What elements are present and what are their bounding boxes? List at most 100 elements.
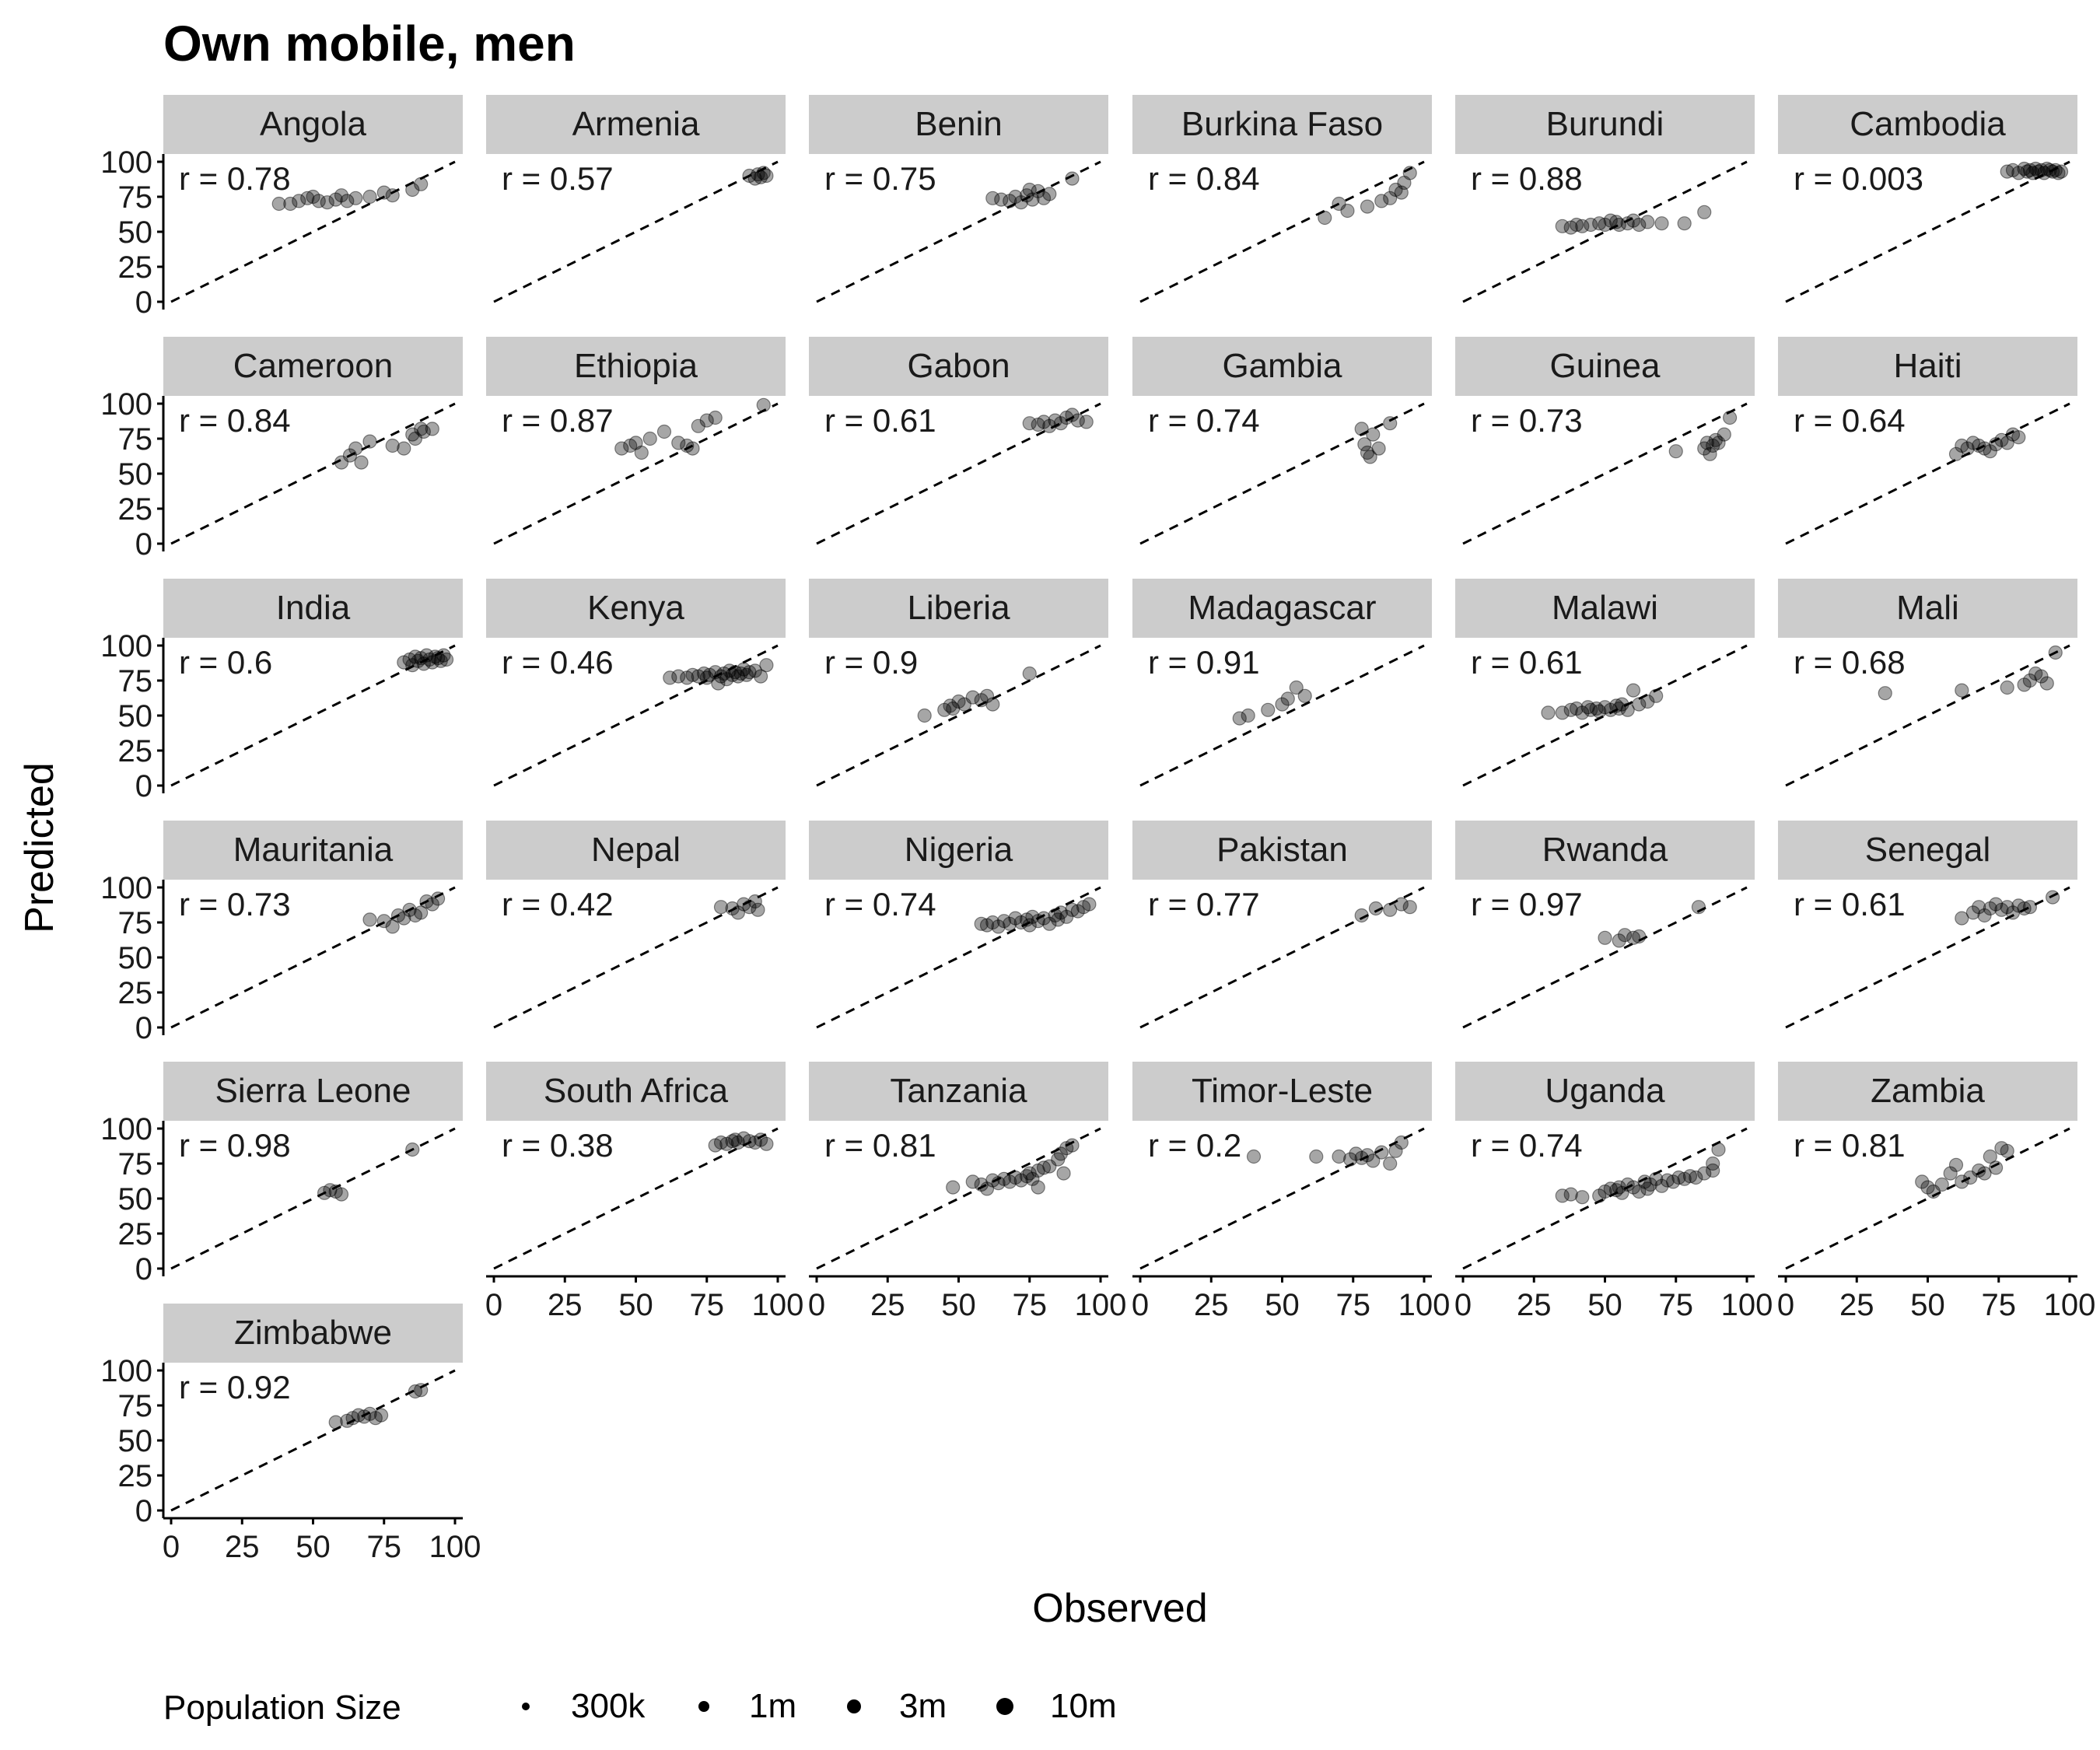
- data-point: [957, 697, 971, 712]
- data-point: [1042, 187, 1057, 201]
- data-point: [1723, 410, 1738, 425]
- data-point: [628, 436, 643, 450]
- data-point: [1609, 698, 1624, 713]
- data-point: [680, 670, 695, 685]
- data-point: [1082, 897, 1097, 912]
- x-tick-label: 75: [1013, 1288, 1048, 1322]
- data-point: [713, 669, 729, 684]
- data-point: [663, 670, 677, 685]
- data-point: [756, 397, 771, 412]
- data-point: [1019, 912, 1034, 927]
- data-point: [1983, 901, 1997, 916]
- data-point: [2034, 669, 2049, 684]
- data-point: [1640, 215, 1655, 229]
- data-point: [728, 1132, 743, 1147]
- correlation-label: r = 0.003: [1794, 160, 1923, 197]
- data-point: [1031, 417, 1045, 432]
- data-point: [1963, 1170, 1978, 1185]
- strip-label: Senegal: [1865, 831, 1990, 869]
- data-point: [1689, 1170, 1703, 1185]
- data-point: [1668, 444, 1683, 459]
- correlation-label: r = 0.98: [179, 1127, 291, 1164]
- data-point: [1660, 1173, 1675, 1188]
- data-point: [1972, 438, 1986, 453]
- strip-label: South Africa: [544, 1072, 729, 1110]
- data-point: [1965, 436, 1980, 450]
- data-point: [1349, 1146, 1363, 1161]
- data-point: [1555, 219, 1570, 233]
- reference-line: [170, 1127, 456, 1270]
- data-point: [1042, 916, 1057, 931]
- x-tick-label: 100: [1398, 1288, 1451, 1322]
- data-point: [1632, 697, 1647, 712]
- y-tick-label: 75: [118, 1147, 153, 1181]
- correlation-label: r = 0.92: [179, 1369, 291, 1405]
- data-point: [430, 651, 446, 666]
- reference-line: [170, 644, 456, 787]
- data-point: [1603, 213, 1618, 228]
- data-point: [1706, 1163, 1720, 1178]
- data-point: [1354, 908, 1369, 923]
- data-point: [408, 431, 423, 446]
- strip-background: [163, 337, 463, 396]
- data-point: [1649, 1171, 1664, 1186]
- data-point: [1926, 1184, 1941, 1199]
- data-point: [1388, 182, 1403, 198]
- data-point: [1711, 436, 1726, 450]
- data-point: [306, 189, 320, 205]
- data-point: [2017, 677, 2032, 692]
- data-point: [946, 1180, 961, 1195]
- x-tick-label: 0: [1777, 1288, 1794, 1322]
- data-point: [1053, 905, 1069, 920]
- data-point: [716, 666, 731, 681]
- correlation-label: r = 0.64: [1794, 402, 1906, 439]
- data-point: [1706, 1156, 1720, 1171]
- strip-label: Benin: [915, 105, 1003, 143]
- data-point: [351, 1408, 366, 1423]
- strip-label: Cameroon: [233, 347, 393, 385]
- strip-label: Gabon: [907, 347, 1010, 385]
- y-tick-label: 25: [118, 1459, 153, 1493]
- strip-background: [1778, 337, 2077, 396]
- data-point: [753, 170, 768, 184]
- x-tick-label: 25: [870, 1288, 905, 1322]
- data-point: [345, 1411, 360, 1426]
- data-point: [1360, 445, 1375, 460]
- data-point: [1699, 436, 1714, 450]
- y-tick-label: 25: [118, 734, 153, 768]
- y-tick-label: 100: [100, 1354, 152, 1388]
- data-point: [1955, 683, 1969, 698]
- data-point: [1615, 1185, 1629, 1200]
- data-point: [979, 688, 995, 703]
- x-tick-label: 75: [1659, 1288, 1694, 1322]
- data-point: [1612, 1180, 1626, 1195]
- data-point: [1318, 210, 1332, 226]
- data-point: [711, 676, 726, 691]
- x-tick-label: 75: [690, 1288, 725, 1322]
- y-tick-label: 50: [118, 457, 153, 492]
- data-point: [1620, 702, 1635, 717]
- data-point: [317, 1185, 332, 1200]
- data-point: [742, 168, 757, 184]
- data-point: [1366, 427, 1381, 442]
- strip-background: [163, 1062, 463, 1121]
- panel-liberia: Liberia r = 0.9: [809, 579, 1108, 787]
- data-point: [1289, 680, 1304, 695]
- correlation-label: r = 0.84: [1148, 160, 1260, 197]
- data-point: [671, 436, 686, 450]
- data-point: [747, 171, 762, 186]
- strip-background: [1778, 579, 2077, 638]
- data-point: [1022, 182, 1037, 198]
- reference-line: [170, 402, 456, 545]
- data-point: [1402, 166, 1417, 180]
- data-point: [1563, 220, 1578, 235]
- data-point: [1374, 1145, 1389, 1160]
- data-point: [374, 1408, 389, 1423]
- reference-line: [816, 1127, 1101, 1270]
- correlation-label: r = 0.6: [179, 644, 272, 681]
- data-point: [1383, 902, 1398, 917]
- data-point: [1708, 432, 1723, 447]
- reference-line: [1785, 1127, 2070, 1270]
